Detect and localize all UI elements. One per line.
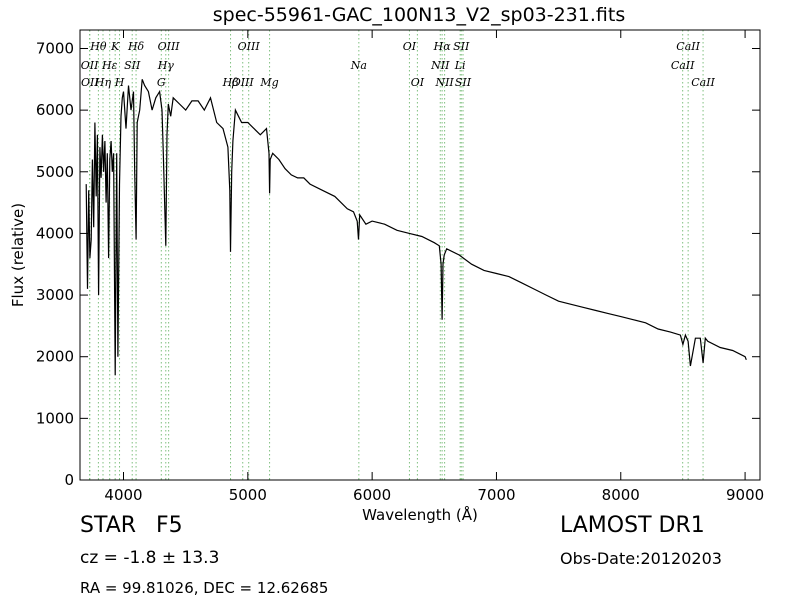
x-tick-label: 4000 bbox=[104, 486, 142, 504]
line-label: SII bbox=[455, 76, 472, 89]
y-axis-label: Flux (relative) bbox=[9, 203, 27, 307]
line-label: Hε bbox=[101, 59, 118, 72]
line-label: OIII bbox=[238, 40, 261, 53]
obs-date: Obs-Date:20120203 bbox=[560, 549, 722, 568]
line-label: SII bbox=[453, 40, 470, 53]
x-tick-label: 9000 bbox=[726, 486, 764, 504]
chart-title: spec-55961-GAC_100N13_V2_sp03-231.fits bbox=[212, 4, 626, 26]
object-class-line: STAR F5 bbox=[80, 513, 183, 538]
y-tick-label: 0 bbox=[64, 471, 74, 489]
line-label: NII bbox=[434, 76, 454, 89]
y-tick-label: 5000 bbox=[36, 163, 74, 181]
line-label: Na bbox=[350, 59, 367, 72]
line-label: OIII bbox=[158, 40, 181, 53]
line-label: OI bbox=[403, 40, 417, 53]
line-label: Hγ bbox=[157, 59, 175, 72]
object-class: STAR bbox=[80, 513, 137, 538]
line-label: OIII bbox=[232, 76, 255, 89]
coordinates: RA = 99.81026, DEC = 12.62685 bbox=[80, 579, 329, 597]
x-tick-label: 8000 bbox=[602, 486, 640, 504]
line-label: Li bbox=[454, 59, 466, 72]
y-tick-label: 6000 bbox=[36, 101, 74, 119]
y-tick-label: 7000 bbox=[36, 39, 74, 57]
line-label: OI bbox=[411, 76, 425, 89]
line-label: SII bbox=[124, 59, 141, 72]
line-label: Hη bbox=[94, 76, 112, 89]
y-tick-label: 3000 bbox=[36, 286, 74, 304]
x-tick-label: 7000 bbox=[477, 486, 515, 504]
line-label: Hα bbox=[433, 40, 452, 53]
line-label: K bbox=[110, 40, 120, 53]
survey-label: LAMOST DR1 bbox=[560, 513, 705, 538]
line-label: OII bbox=[81, 76, 99, 89]
y-tick-label: 1000 bbox=[36, 409, 74, 427]
line-label: CaII bbox=[676, 40, 700, 53]
line-label: Hδ bbox=[127, 40, 145, 53]
line-label: CaII bbox=[691, 76, 715, 89]
line-label: Hθ bbox=[89, 40, 107, 53]
x-tick-label: 6000 bbox=[353, 486, 391, 504]
line-label: NII bbox=[430, 59, 450, 72]
x-axis-label: Wavelength (Å) bbox=[362, 505, 478, 524]
y-tick-label: 2000 bbox=[36, 348, 74, 366]
line-label: G bbox=[157, 76, 166, 89]
line-label: CaII bbox=[671, 59, 695, 72]
object-subclass: F5 bbox=[156, 513, 183, 538]
line-label: Mg bbox=[259, 76, 278, 89]
line-label: OII bbox=[81, 59, 99, 72]
redshift-line: cz = -1.8 ± 13.3 bbox=[80, 548, 220, 568]
plot-frame bbox=[79, 29, 761, 481]
line-label: H bbox=[114, 76, 125, 89]
x-tick-label: 5000 bbox=[229, 486, 267, 504]
spectrum-series bbox=[85, 79, 747, 376]
line-label: Hβ bbox=[222, 76, 239, 89]
y-tick-label: 4000 bbox=[36, 224, 74, 242]
